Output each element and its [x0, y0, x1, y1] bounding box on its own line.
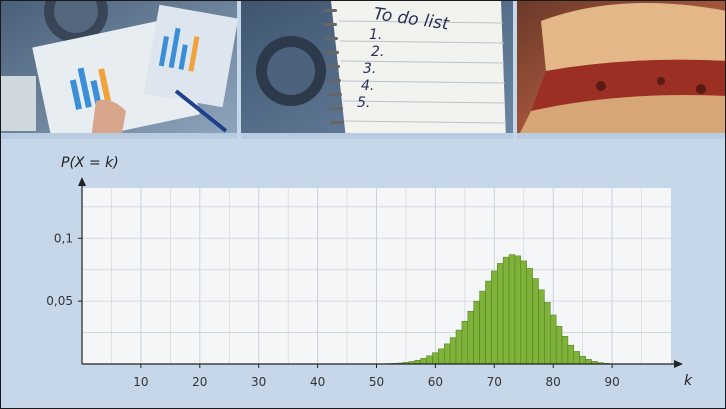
bar [532, 278, 539, 365]
bar [550, 314, 557, 365]
bar [449, 337, 457, 365]
bar [443, 343, 451, 365]
bar [455, 329, 463, 365]
todo-item-4: 4. [361, 78, 374, 94]
bar [526, 268, 533, 365]
bar [426, 355, 433, 365]
x-tick-label: 90 [604, 375, 619, 389]
todo-item-3: 3. [363, 61, 376, 77]
x-tick-label: 70 [487, 375, 502, 389]
bar [473, 300, 480, 365]
to-do-list-photo: To do list 1. 2. 3. 4. 5. [241, 1, 513, 139]
todo-item-2: 2. [371, 44, 384, 60]
bar [544, 302, 551, 365]
tick-labels: 10 20 30 40 50 60 70 80 90 0,05 0,1 [46, 231, 619, 389]
x-tick-label: 80 [546, 375, 561, 389]
x-tick-label: 50 [369, 375, 384, 389]
x-tick-label: 40 [310, 375, 325, 389]
binomial-chart: 10 20 30 40 50 60 70 80 90 0,05 0,1 P(X = k) k [46, 155, 693, 389]
bar [585, 359, 592, 365]
axes [78, 177, 683, 368]
bar [514, 255, 522, 365]
bar [420, 358, 427, 365]
y-tick-label: 0,05 [46, 294, 73, 308]
todo-item-1: 1. [369, 27, 382, 43]
bar [491, 270, 498, 365]
bar [461, 321, 469, 365]
bar [432, 352, 439, 365]
business-charts-photo [1, 1, 239, 139]
bar [485, 280, 492, 365]
y-tick-label: 0,1 [54, 231, 73, 245]
bar [555, 326, 563, 365]
x-axis-arrow-icon [674, 360, 683, 368]
x-tick-label: 60 [428, 375, 443, 389]
photo-banner: To do list 1. 2. 3. 4. 5. [1, 1, 725, 139]
bar [479, 290, 486, 365]
x-tick-label: 30 [251, 375, 266, 389]
bar [538, 289, 545, 365]
bar [502, 256, 510, 365]
grid-lines [82, 188, 671, 364]
bar [520, 260, 527, 365]
bar [438, 348, 445, 365]
x-tick-label: 10 [133, 375, 148, 389]
y-axis-label: P(X = k) [61, 155, 119, 171]
x-tick-label: 20 [192, 375, 207, 389]
bar [579, 355, 586, 365]
y-axis-arrow-icon [78, 177, 86, 186]
bar [573, 351, 580, 365]
todo-item-5: 5. [357, 95, 370, 111]
bar [508, 254, 516, 365]
sandwich-photo [517, 1, 725, 139]
bar [561, 336, 569, 365]
bar [496, 263, 504, 365]
bar [467, 310, 474, 365]
bar [567, 344, 575, 365]
x-axis-label: k [684, 373, 693, 389]
notebook-spiral [323, 9, 344, 124]
